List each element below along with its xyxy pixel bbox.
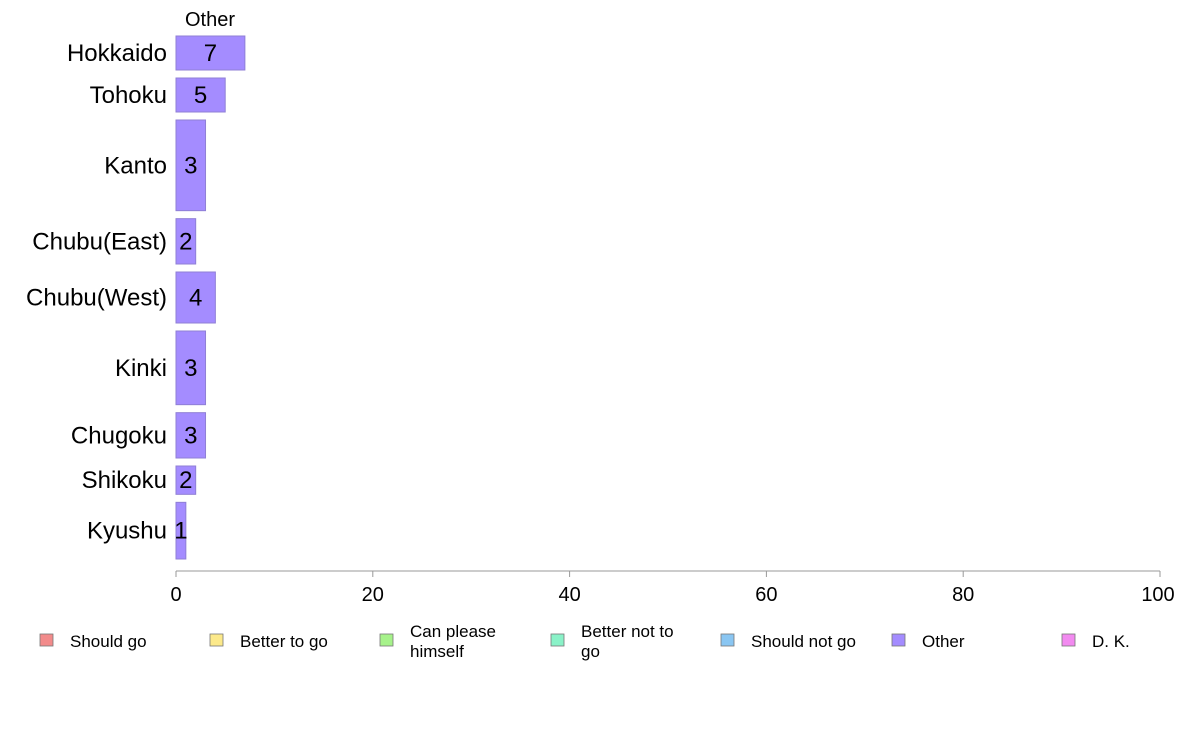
legend-label: Should go [70, 632, 147, 651]
bar-shikoku [175, 465, 197, 495]
legend-swatch [891, 633, 906, 647]
legend-swatch [39, 633, 54, 647]
column-header: Other [185, 9, 235, 31]
bar-value-label: 5 [194, 82, 207, 109]
category-label: Tohoku [90, 82, 167, 109]
bar-value-label: 4 [189, 285, 202, 312]
legend-swatch [550, 633, 565, 647]
bar-value-label: 2 [179, 228, 192, 255]
legend-label: Can please himself [410, 622, 496, 661]
bar-chubu-west [175, 271, 216, 324]
legend-label: D. K. [1092, 632, 1130, 651]
bar-value-label: 2 [179, 467, 192, 494]
legend-label: Better not to go [581, 622, 674, 661]
legend: Should go Better to go Can please himself Be… [39, 622, 1130, 661]
bar-kinki [175, 330, 207, 406]
x-tick-label: 40 [558, 584, 580, 606]
legend-label: Better to go [240, 632, 328, 651]
bar-value-label: 3 [184, 422, 197, 449]
category-label: Shikoku [82, 467, 167, 494]
x-tick-label: 20 [362, 584, 384, 606]
category-label: Chubu(West) [26, 285, 167, 312]
x-axis: 0 20 40 60 80 100 [170, 570, 1175, 606]
category-label: Hokkaido [67, 40, 167, 67]
bar-value-label: 3 [184, 355, 197, 382]
legend-swatch [379, 633, 394, 647]
category-label: Kyushu [87, 518, 167, 545]
category-label: Kinki [115, 355, 167, 382]
x-tick-label: 60 [755, 584, 777, 606]
legend-label: Should not go [751, 632, 856, 651]
bar-tohoku [175, 77, 226, 113]
category-label: Chubu(East) [32, 228, 167, 255]
bar-chugoku [175, 412, 207, 459]
bar-value-label: 7 [204, 40, 217, 67]
x-tick-label: 100 [1141, 584, 1174, 606]
x-tick-label: 0 [170, 584, 181, 606]
bar-value-label: 3 [184, 152, 197, 179]
bar-kanto [175, 119, 207, 212]
category-label: Chugoku [71, 422, 167, 449]
x-tick-label: 80 [952, 584, 974, 606]
legend-swatch [1061, 633, 1076, 647]
bar-chubu-east [175, 218, 197, 265]
category-label: Kanto [104, 152, 167, 179]
legend-swatch [720, 633, 735, 647]
bar-hokkaido [175, 35, 246, 71]
legend-swatch [209, 633, 224, 647]
legend-label: Other [922, 632, 965, 651]
bar-value-label: 1 [174, 518, 187, 545]
bars-group: Hokkaido 7 Tohoku 5 Kanto 3 Chubu(East) 2 Chubu(… [26, 35, 246, 560]
bar-kyushu [175, 501, 187, 560]
